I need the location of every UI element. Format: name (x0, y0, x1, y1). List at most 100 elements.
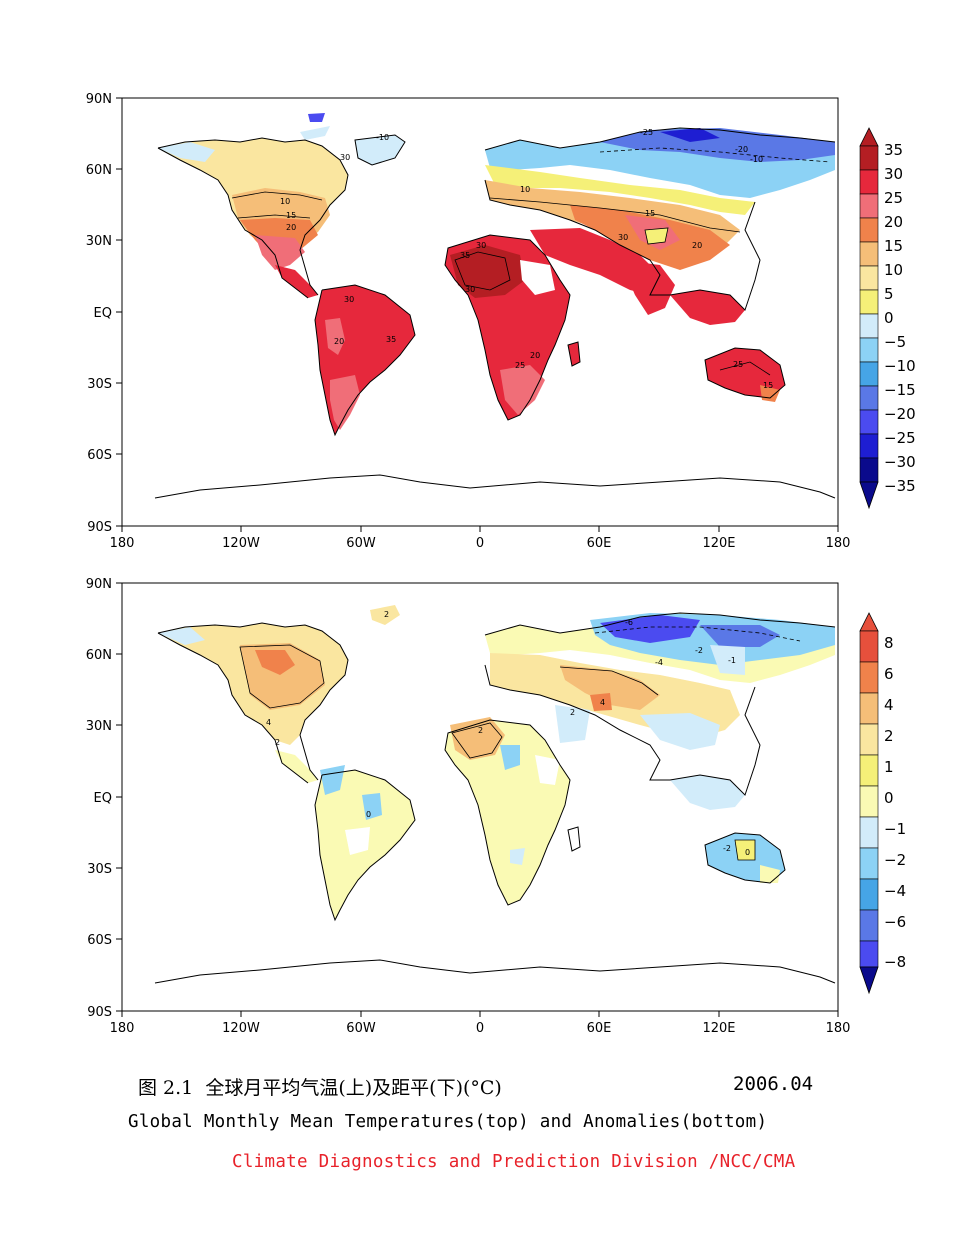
colorbar-label: −10 (884, 357, 916, 375)
x-tick-label: 60W (346, 536, 376, 551)
colorbar-label: 35 (884, 141, 903, 159)
figure-caption-english: Global Monthly Mean Temperatures(top) an… (128, 1112, 768, 1132)
y-tick-label: 90S (87, 1005, 112, 1020)
contour-label: 20 (286, 223, 296, 232)
colorbar-label: 0 (884, 309, 894, 327)
colorbar-swatch (859, 265, 879, 291)
figure-source-credit: Climate Diagnostics and Prediction Divis… (232, 1152, 796, 1172)
colorbar-label: −2 (884, 851, 906, 869)
colorbar-label: 15 (884, 237, 903, 255)
contour-label: 2 (478, 726, 483, 735)
anomaly-coastlines (154, 612, 836, 984)
contour-label: 4 (266, 718, 271, 727)
colorbar-swatch (859, 878, 879, 911)
colorbar-swatch (859, 385, 879, 411)
colorbar-label: 4 (884, 696, 894, 714)
y-tick-label: 60N (86, 648, 112, 663)
colorbar-swatch (859, 433, 879, 459)
colorbar-swatch (859, 785, 879, 818)
contour-label: -6 (625, 618, 633, 627)
colorbar-label: 30 (884, 165, 903, 183)
colorbar-swatch (859, 754, 879, 787)
y-tick-label: 90S (87, 520, 112, 535)
colorbar-swatch (859, 723, 879, 756)
colorbar-swatch (859, 940, 879, 968)
y-tick-label: 90N (86, 92, 112, 107)
contour-label: -2 (723, 844, 731, 853)
colorbar-arrow-bottom (859, 481, 879, 510)
contour-label: -4 (655, 658, 663, 667)
mean-y-axis: 90N 60N 30N EQ 30S 60S 90S (86, 92, 122, 535)
colorbar-swatch (859, 661, 879, 694)
contour-label: 2 (384, 610, 389, 619)
colorbar-swatch (859, 289, 879, 315)
contour-label: 2 (570, 708, 575, 717)
y-tick-label: 30N (86, 234, 112, 249)
contour-label: 0 (366, 810, 371, 819)
colorbar-label: 25 (884, 189, 903, 207)
y-tick-label: EQ (94, 306, 112, 321)
contour-label: 15 (645, 209, 655, 218)
colorbar-label: 2 (884, 727, 894, 745)
colorbar-label: 8 (884, 634, 894, 652)
mean-temperature-coastlines (154, 127, 836, 499)
colorbar-label: −25 (884, 429, 916, 447)
contour-label: 10 (520, 185, 530, 194)
y-tick-label: 30N (86, 719, 112, 734)
x-tick-label: 60E (587, 536, 612, 551)
colorbar-swatch (859, 909, 879, 942)
x-tick-label: 0 (476, 536, 484, 551)
contour-label: 35 (460, 251, 470, 260)
temperature-anomaly-map: 90N 60N 30N EQ 30S 60S 90S 180 120W 60W … (0, 565, 960, 1045)
mean-x-axis: 180 120W 60W 0 60E 120E 180 (110, 526, 850, 551)
contour-label: 20 (334, 337, 344, 346)
colorbar-arrow-bottom (859, 966, 879, 995)
colorbar-label: −4 (884, 882, 906, 900)
y-tick-label: 30S (87, 862, 112, 877)
colorbar-arrow-top (859, 127, 879, 147)
mean-contour-labels: -10 30 10 15 20 30 20 35 35 30 30 25 20 … (280, 128, 773, 390)
contour-label: 20 (692, 241, 702, 250)
colorbar-label: −15 (884, 381, 916, 399)
mean-temperature-shading (158, 113, 835, 435)
x-tick-label: 180 (110, 536, 135, 551)
contour-label: 30 (344, 295, 354, 304)
contour-label: 20 (530, 351, 540, 360)
temperature-anomaly-svg: 90N 60N 30N EQ 30S 60S 90S 180 120W 60W … (86, 577, 906, 1036)
colorbar-swatch (859, 361, 879, 387)
mean-colorbar: 35 30 25 20 15 10 5 0 −5 −10 −15 −20 −25… (859, 127, 916, 510)
contour-label: 4 (600, 698, 605, 707)
colorbar-label: −20 (884, 405, 916, 423)
anomaly-contour-labels: 2 4 2 0 -6 -4 -2 4 2 -1 2 -2 0 (266, 610, 750, 857)
figure-date: 2006.04 (733, 1073, 814, 1095)
colorbar-swatch (859, 145, 879, 171)
y-tick-label: 60S (87, 933, 112, 948)
colorbar-swatch (859, 630, 879, 663)
colorbar-swatch (859, 692, 879, 725)
contour-label: 30 (618, 233, 628, 242)
contour-label: 30 (476, 241, 486, 250)
anomaly-contours (239, 626, 801, 861)
mean-temperature-map: 90N 60N 30N EQ 30S 60S 90S 180 120W 60W … (0, 80, 960, 560)
colorbar-swatch (859, 337, 879, 363)
colorbar-label: −35 (884, 477, 916, 495)
colorbar-label: 6 (884, 665, 894, 683)
contour-label: 15 (763, 381, 773, 390)
anomaly-y-axis: 90N 60N 30N EQ 30S 60S 90S (86, 577, 122, 1020)
contour-label: -10 (376, 133, 389, 142)
anomaly-colorbar: 8 6 4 2 1 0 −1 −2 −4 −6 −8 (859, 612, 906, 995)
colorbar-label: −8 (884, 953, 906, 971)
colorbar-swatch (859, 457, 879, 483)
anomaly-shading (158, 605, 835, 920)
contour-label: -20 (735, 145, 748, 154)
mean-temperature-svg: 90N 60N 30N EQ 30S 60S 90S 180 120W 60W … (86, 92, 916, 551)
colorbar-swatch (859, 169, 879, 195)
colorbar-label: 0 (884, 789, 894, 807)
contour-label: -25 (640, 128, 653, 137)
contour-label: 10 (280, 197, 290, 206)
colorbar-swatch (859, 313, 879, 339)
colorbar-swatch (859, 409, 879, 435)
x-tick-label: 180 (826, 1021, 851, 1036)
contour-label: 15 (286, 211, 296, 220)
colorbar-swatch (859, 816, 879, 849)
